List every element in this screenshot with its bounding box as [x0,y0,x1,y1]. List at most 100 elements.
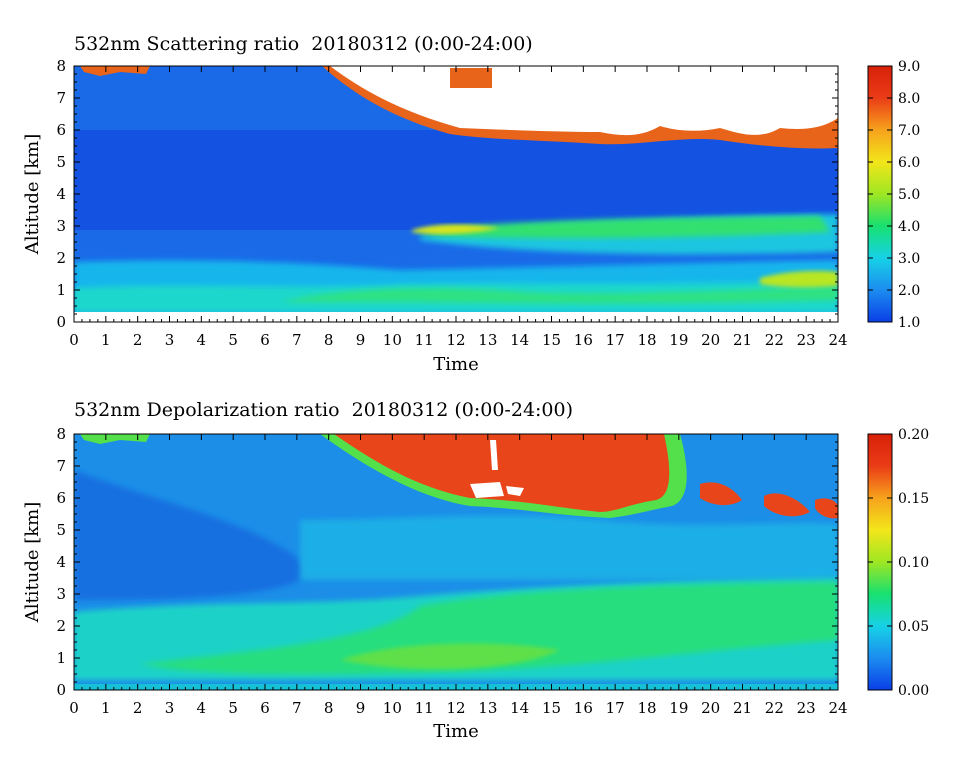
x-axis: 0 1 2 3 4 5 6 7 8 9 10 11 12 13 14 15 16 17 18 19 20 21 22 23 24 [69,66,848,349]
x-tick-label: 15 [542,331,561,349]
x-tick-label: 20 [701,331,720,349]
x-tick-label: 20 [701,699,720,717]
colorbar-tick-label: 0.20 [898,427,929,443]
x-tick-label: 12 [446,699,465,717]
x-tick-label: 9 [356,331,366,349]
x-tick-label: 18 [637,699,656,717]
x-tick-label: 18 [637,331,656,349]
y-tick-label: 5 [56,153,66,171]
x-tick-label: 19 [669,699,688,717]
colorbar-ticks: 1.0 2.0 3.0 4.0 5.0 6.0 7.0 8.0 9.0 [868,59,920,331]
colorbar-tick-label: 0.15 [898,491,929,507]
y-axis-label: Altitude [km] [22,502,43,624]
x-axis-label: Time [433,721,478,742]
x-tick-label: 6 [260,699,270,717]
y-tick-label: 5 [56,521,66,539]
x-tick-label: 23 [797,699,816,717]
colorbar: 1.0 2.0 3.0 4.0 5.0 6.0 7.0 8.0 9.0 [867,59,920,331]
cloud-core-hotspot [450,68,492,88]
colorbar-tick-label: 5.0 [898,187,920,203]
colorbar-ticks: 0.00 0.05 0.10 0.15 0.20 [868,427,929,699]
y-tick-label: 4 [56,553,66,571]
x-tick-label: 0 [69,331,79,349]
y-tick-label: 7 [56,457,66,475]
ice-cloud-red-core [334,434,670,512]
top-left-cloud-speck [80,66,150,76]
x-tick-label: 4 [197,331,207,349]
y-tick-label: 0 [56,681,66,699]
x-tick-label: 8 [324,699,334,717]
heatmap-field [74,66,838,322]
x-tick-label: 2 [133,331,143,349]
ice-cloud-gaps [470,440,524,498]
x-tick-label: 13 [478,331,497,349]
y-axis: 0 1 2 3 4 5 6 7 8 [56,425,838,699]
x-axis: 0 1 2 3 4 5 6 7 8 9 10 11 12 13 14 15 16 17 18 19 20 21 22 23 24 [69,434,848,717]
x-tick-label: 21 [733,699,752,717]
depolarization-ratio-panel: 532nm Depolarization ratio 20180312 (0:0… [22,399,929,742]
x-tick-label: 21 [733,331,752,349]
y-tick-label: 8 [56,57,66,75]
y-tick-label: 7 [56,89,66,107]
x-tick-label: 16 [574,331,593,349]
upper-clear-air [74,130,838,230]
trailing-cloud-patches [700,482,838,519]
y-tick-label: 4 [56,185,66,203]
x-tick-label: 24 [828,331,847,349]
colorbar-tick-label: 1.0 [898,315,920,331]
x-tick-label: 24 [828,699,847,717]
x-tick-label: 19 [669,331,688,349]
elevated-layer-peak [412,224,500,235]
x-tick-label: 14 [510,331,529,349]
x-tick-label: 6 [260,331,270,349]
x-tick-label: 0 [69,699,79,717]
y-tick-label: 8 [56,425,66,443]
x-tick-label: 10 [383,699,402,717]
x-tick-label: 11 [415,699,434,717]
mid-level-blue-region [74,470,306,600]
y-tick-label: 0 [56,313,66,331]
x-tick-label: 23 [797,331,816,349]
x-tick-label: 7 [292,699,302,717]
y-tick-label: 6 [56,121,66,139]
colorbar-tick-label: 2.0 [898,283,920,299]
x-tick-label: 13 [478,699,497,717]
x-tick-label: 3 [165,699,175,717]
x-tick-label: 7 [292,331,302,349]
colorbar-tick-label: 0.10 [898,555,929,571]
mixed-layer-hotspot [760,270,838,288]
scattering-ratio-panel: 532nm Scattering ratio 20180312 (0:00-24… [22,33,920,375]
dust-layer-core [140,582,838,675]
y-tick-label: 2 [56,249,66,267]
x-tick-label: 12 [446,331,465,349]
colorbar-tick-label: 9.0 [898,59,920,75]
y-axis: 0 1 2 3 4 5 6 7 8 [56,57,838,331]
x-tick-label: 5 [228,699,238,717]
x-tick-label: 2 [133,699,143,717]
chart-title: 532nm Depolarization ratio 20180312 (0:0… [74,399,573,421]
x-tick-label: 15 [542,699,561,717]
x-axis-label: Time [433,354,478,375]
mixed-layer-core [280,286,838,304]
colorbar-tick-label: 8.0 [898,91,920,107]
dust-layer-peak [340,643,560,670]
y-axis-label: Altitude [km] [22,134,43,256]
colorbar-tick-label: 0.05 [898,619,929,635]
y-tick-label: 2 [56,617,66,635]
y-tick-label: 6 [56,489,66,507]
x-tick-label: 22 [765,331,784,349]
colorbar-tick-label: 7.0 [898,123,920,139]
x-tick-label: 17 [606,331,625,349]
x-tick-label: 17 [606,699,625,717]
x-tick-label: 8 [324,331,334,349]
top-left-cloud-speck [80,434,150,444]
x-tick-label: 16 [574,699,593,717]
colorbar: 0.00 0.05 0.10 0.15 0.20 [867,427,929,699]
x-tick-label: 11 [415,331,434,349]
y-tick-label: 3 [56,217,66,235]
colorbar-tick-label: 4.0 [898,219,920,235]
x-tick-label: 4 [197,699,207,717]
chart-title: 532nm Scattering ratio 20180312 (0:00-24… [74,33,533,55]
x-tick-label: 9 [356,699,366,717]
